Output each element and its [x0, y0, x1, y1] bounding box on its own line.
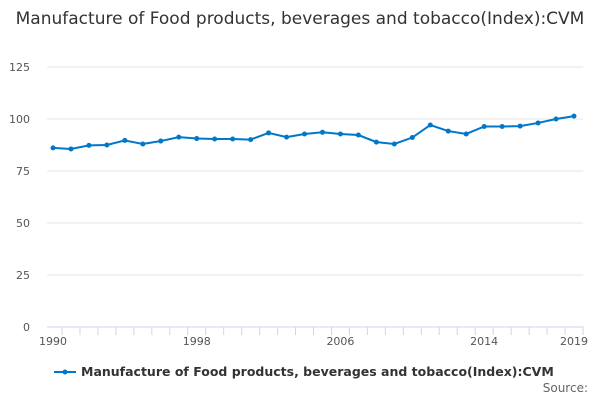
data-point [230, 136, 236, 142]
data-point [481, 123, 487, 129]
data-point [122, 137, 128, 143]
data-point [284, 134, 290, 140]
data-point [248, 137, 254, 143]
data-point [50, 145, 56, 151]
data-point [571, 113, 577, 119]
data-point [319, 129, 325, 135]
y-tick-label: 50 [16, 217, 30, 230]
legend-label: Manufacture of Food products, beverages … [81, 364, 554, 379]
data-point [355, 132, 361, 138]
data-point [553, 116, 559, 122]
x-tick-label: 2014 [470, 335, 498, 348]
data-point [212, 136, 218, 142]
legend-item[interactable]: Manufacture of Food products, beverages … [54, 364, 554, 379]
data-point [337, 131, 343, 137]
data-point [463, 131, 469, 137]
series-line [52, 115, 575, 150]
data-point [427, 122, 433, 128]
x-tick-label: 2006 [326, 335, 354, 348]
data-point [194, 136, 200, 142]
data-point [68, 146, 74, 152]
source-credit: Source: [542, 381, 588, 395]
y-tick-label: 0 [23, 321, 30, 334]
data-point [86, 142, 92, 148]
data-point [445, 128, 451, 134]
data-point [104, 142, 110, 148]
data-point [302, 131, 308, 137]
y-tick-label: 100 [9, 113, 30, 126]
data-point [373, 139, 379, 145]
x-tick-label: 1990 [39, 335, 67, 348]
y-tick-label: 75 [16, 165, 30, 178]
y-tick-label: 125 [9, 61, 30, 74]
data-point [140, 141, 146, 147]
data-point [535, 120, 541, 126]
data-point [499, 123, 505, 129]
data-point [517, 123, 523, 129]
data-point [158, 138, 164, 144]
y-tick-label: 25 [16, 269, 30, 282]
data-point [391, 141, 397, 147]
x-tick-label: 2019 [560, 335, 588, 348]
data-point [176, 134, 182, 140]
chart-title: Manufacture of Food products, beverages … [15, 9, 585, 29]
x-tick-label: 1998 [183, 335, 211, 348]
data-point [409, 135, 415, 141]
data-point [266, 130, 272, 136]
legend-line-icon [54, 369, 76, 374]
